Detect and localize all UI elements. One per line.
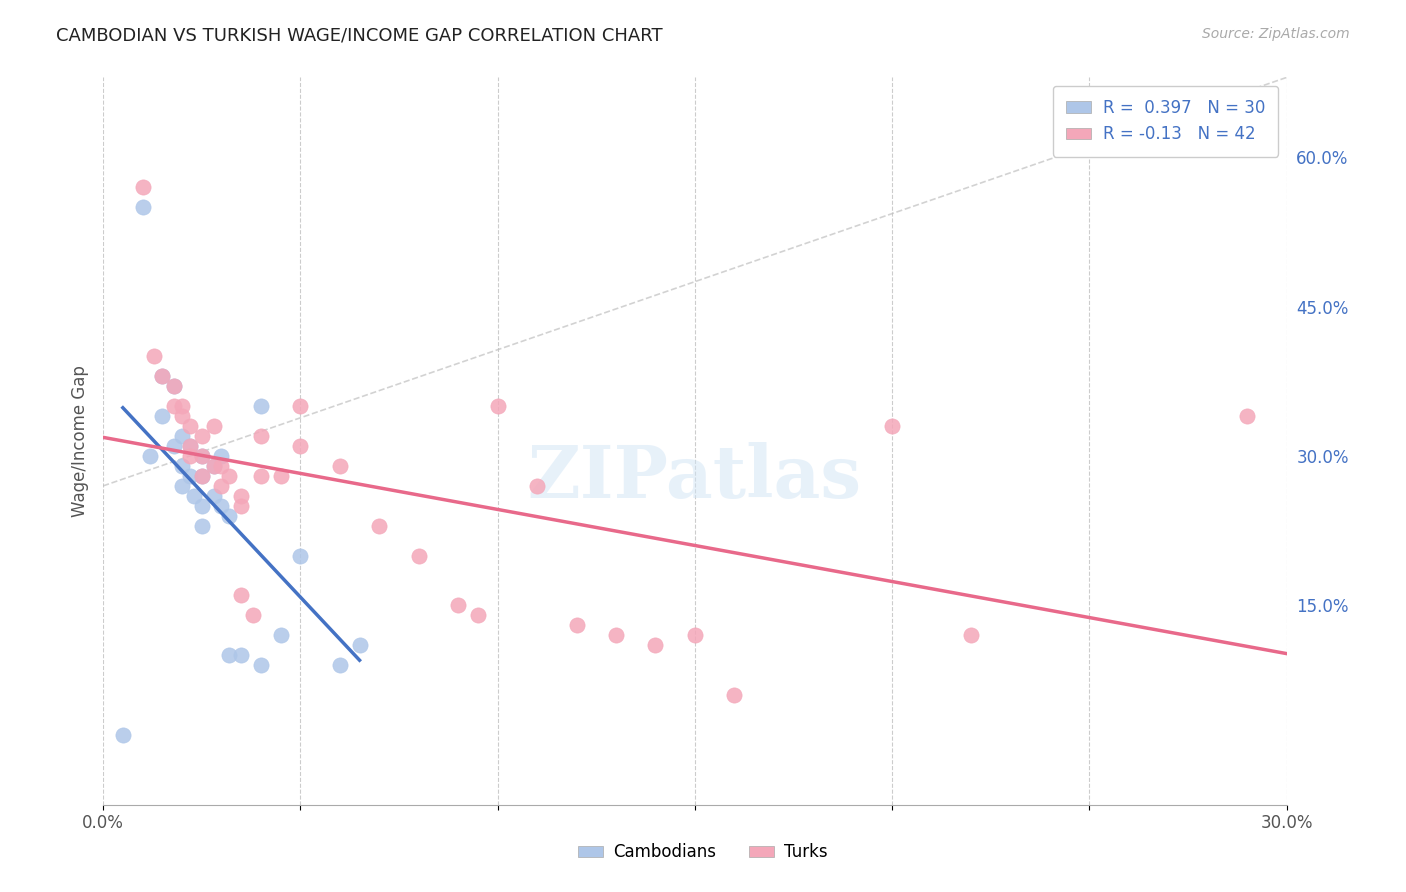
Point (211, 449, 233, 463)
Point (644, 638, 666, 652)
Point (190, 499, 212, 513)
Point (349, 638, 371, 652)
Point (270, 469, 292, 483)
Point (605, 628, 627, 642)
Point (960, 628, 983, 642)
Point (163, 399, 186, 413)
Point (150, 409, 173, 424)
Point (143, 350, 166, 364)
Point (329, 658, 352, 673)
Point (183, 489, 205, 503)
Point (486, 399, 509, 413)
Legend: Cambodians, Turks: Cambodians, Turks (565, 830, 841, 875)
Point (190, 469, 212, 483)
Point (150, 369, 173, 384)
Point (179, 449, 201, 463)
Point (329, 458, 352, 473)
Point (447, 599, 470, 613)
Point (179, 469, 201, 483)
Point (211, 458, 233, 473)
Point (139, 449, 162, 463)
Point (190, 449, 212, 463)
Point (1236, 409, 1258, 424)
Point (231, 489, 253, 503)
Point (218, 648, 240, 663)
Text: ZIPatlas: ZIPatlas (527, 442, 862, 513)
Point (190, 429, 212, 443)
Point (723, 688, 745, 702)
Point (526, 479, 548, 493)
Point (170, 409, 193, 424)
Point (408, 549, 430, 563)
Point (290, 399, 312, 413)
Legend: R =  0.397   N = 30, R = -0.13   N = 42: R = 0.397 N = 30, R = -0.13 N = 42 (1053, 86, 1278, 157)
Point (190, 449, 212, 463)
Point (211, 479, 233, 493)
Point (131, 200, 153, 214)
Text: Source: ZipAtlas.com: Source: ZipAtlas.com (1202, 27, 1350, 41)
Point (170, 399, 193, 413)
Point (170, 458, 193, 473)
Point (190, 518, 212, 533)
Point (211, 499, 233, 513)
Point (231, 499, 253, 513)
Point (250, 399, 273, 413)
Point (231, 589, 253, 603)
Point (565, 618, 588, 632)
Point (467, 608, 489, 623)
Text: CAMBODIAN VS TURKISH WAGE/INCOME GAP CORRELATION CHART: CAMBODIAN VS TURKISH WAGE/INCOME GAP COR… (56, 27, 662, 45)
Point (179, 419, 201, 434)
Point (231, 648, 253, 663)
Point (170, 479, 193, 493)
Point (250, 658, 273, 673)
Point (179, 439, 201, 453)
Point (270, 628, 292, 642)
Point (111, 728, 134, 742)
Point (163, 379, 186, 393)
Point (250, 469, 273, 483)
Point (882, 419, 904, 434)
Point (190, 469, 212, 483)
Point (290, 549, 312, 563)
Point (683, 628, 706, 642)
Point (202, 458, 225, 473)
Point (250, 429, 273, 443)
Point (218, 508, 240, 523)
Y-axis label: Wage/Income Gap: Wage/Income Gap (72, 365, 89, 517)
Point (290, 439, 312, 453)
Point (368, 518, 391, 533)
Point (202, 419, 225, 434)
Point (242, 608, 264, 623)
Point (150, 369, 173, 384)
Point (202, 489, 225, 503)
Point (131, 180, 153, 194)
Point (218, 469, 240, 483)
Point (170, 429, 193, 443)
Point (163, 379, 186, 393)
Point (202, 458, 225, 473)
Point (179, 439, 201, 453)
Point (163, 439, 186, 453)
